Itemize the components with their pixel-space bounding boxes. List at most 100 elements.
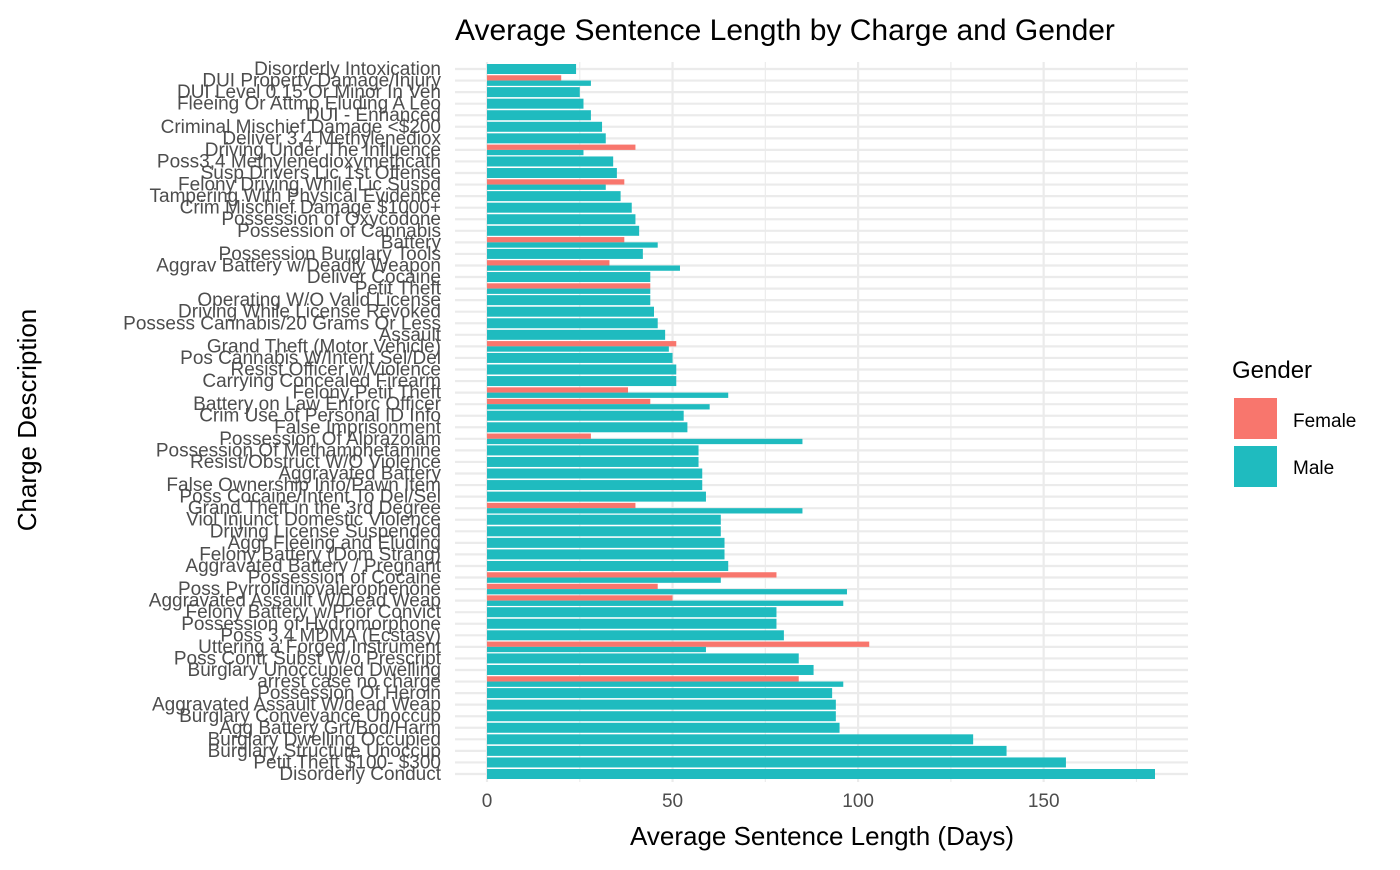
bar-male	[487, 376, 677, 387]
bar-male	[487, 589, 847, 595]
bar-male	[487, 191, 621, 202]
y-tick-label: Carrying Concealed Firearm	[202, 371, 441, 392]
legend: Gender Female Male	[1232, 357, 1356, 487]
y-tick-label: Deliver 3,4 Methylenediox	[222, 128, 441, 149]
y-tick-label: Aggr Fleeing and Eluding	[228, 533, 441, 554]
y-tick-label: Driving While License Revoked	[178, 302, 441, 323]
y-tick-label: Possession of Cannabis	[237, 221, 441, 242]
y-tick-label: Aggravated Assault W/dead Weap	[152, 695, 441, 716]
y-tick-label: Pos Cannabis W/Intent Sel/Del	[180, 348, 441, 369]
bar-female	[487, 75, 562, 81]
y-tick-label: Possession of Oxycodone	[221, 209, 441, 230]
bar-male	[487, 202, 632, 213]
y-tick-label: Grand Theft (Motor Vehicle)	[207, 336, 441, 357]
y-axis-label: Charge Description	[12, 309, 42, 532]
bar-male	[487, 722, 840, 733]
y-tick-label: Grand Theft in the 3rd Degree	[188, 498, 441, 519]
bar-male	[487, 681, 844, 687]
y-tick-label: Battery	[381, 232, 442, 253]
y-tick-label: Petit Theft	[355, 279, 442, 300]
y-tick-label: Possess Cannabis/20 Grams Or Less	[123, 313, 441, 334]
y-tick-label: Aggravated Battery / Pregnant	[185, 556, 441, 577]
bar-male	[487, 352, 673, 363]
y-tick-label: Crim Mischief Damage $1000+	[180, 198, 441, 219]
bar-male	[487, 560, 729, 571]
bar-female	[487, 572, 777, 578]
x-tick-label: 100	[842, 791, 874, 812]
bar-female	[487, 676, 799, 682]
bar-male	[487, 480, 703, 491]
y-tick-label: Assault	[379, 325, 442, 346]
bar-male	[487, 225, 640, 236]
y-tick-label: Crim Use of Personal ID Info	[199, 406, 441, 427]
bar-female	[487, 398, 651, 405]
bar-male	[487, 214, 636, 225]
bar-male	[487, 306, 654, 317]
bars	[487, 64, 1155, 779]
y-tick-label: Fleeing Or Attmp Eluding A Leo	[177, 94, 441, 115]
legend-swatch-female	[1234, 398, 1277, 439]
bar-female	[487, 433, 591, 439]
legend-swatch-male	[1234, 446, 1277, 487]
y-tick-label: Poss Contr Subst W/o Prescript	[174, 648, 442, 669]
bar-male	[487, 80, 591, 86]
bar-male	[487, 272, 651, 283]
y-tick-label: Possession of Hydromorphone	[181, 614, 441, 635]
bar-male	[487, 149, 584, 156]
y-tick-label: Aggravated Battery	[278, 464, 441, 485]
y-tick-label: Resist/Obstruct W/O Violence	[190, 452, 441, 473]
bar-male	[487, 184, 606, 190]
y-tick-label: arrest case no charge	[257, 672, 441, 693]
bar-female	[487, 237, 625, 243]
bar-male	[487, 248, 643, 259]
y-tick-label: Burglary Dwelling Occupied	[208, 729, 441, 750]
bar-male	[487, 699, 836, 710]
bar-female	[487, 144, 636, 150]
bar-male	[487, 664, 814, 675]
bar-male	[487, 514, 721, 525]
bar-male	[487, 653, 799, 664]
y-tick-label: Agg Battery Grt/Bod/Harm	[219, 718, 441, 739]
legend-label-male: Male	[1293, 458, 1334, 479]
y-tick-label: Poss Cocaine/Intent To Del/Sel	[179, 487, 441, 508]
bar-male	[487, 410, 684, 421]
y-tick-label: Criminal Mischief Damage <$200	[161, 117, 441, 138]
legend-label-female: Female	[1293, 411, 1356, 432]
bar-male	[487, 646, 706, 653]
bar-male	[487, 288, 651, 294]
bar-male	[487, 64, 577, 74]
y-tick-label: Possession Of Alprazolam	[219, 429, 441, 450]
y-tick-label: Tampering With Physical Evidence	[150, 186, 441, 207]
y-tick-label: Felony Driving While Lic Suspd	[178, 175, 441, 196]
bar-male	[487, 456, 699, 467]
bar-male	[487, 577, 721, 583]
y-tick-label: Uttering a Forged Instrument	[198, 637, 442, 658]
bar-female	[487, 341, 677, 347]
x-tick-labels: 0 50 100 150	[482, 791, 1060, 812]
bar-female	[487, 583, 658, 590]
x-tick-label: 150	[1028, 791, 1060, 812]
chart-title: Average Sentence Length by Charge and Ge…	[455, 14, 1115, 47]
bar-male	[487, 242, 658, 248]
y-tick-label: DUI Property Damage/Injury	[202, 71, 441, 92]
bar-female	[487, 641, 870, 647]
y-tick-label: Poss 3,4 MDMA (Ecstasy)	[220, 625, 441, 646]
bar-male	[487, 346, 669, 352]
bar-male	[487, 329, 666, 340]
y-tick-label: Deliver Cocaine	[307, 267, 441, 288]
bar-male	[487, 121, 603, 132]
bar-male	[487, 508, 803, 514]
bar-female	[487, 502, 636, 509]
y-tick-label: Disorderly Intoxication	[254, 59, 441, 80]
y-tick-label: DUI Level 0.15 Or Minor In Veh	[177, 82, 441, 103]
bar-male	[487, 630, 784, 641]
y-tick-label: Possession Of Heroin	[257, 683, 441, 704]
bar-male	[487, 757, 1066, 768]
y-tick-label: Resist Officer w/Violence	[231, 359, 442, 380]
y-tick-label: Viol Injunct Domestic Violence	[186, 510, 441, 531]
bar-male	[487, 618, 777, 629]
bar-male	[487, 404, 710, 410]
